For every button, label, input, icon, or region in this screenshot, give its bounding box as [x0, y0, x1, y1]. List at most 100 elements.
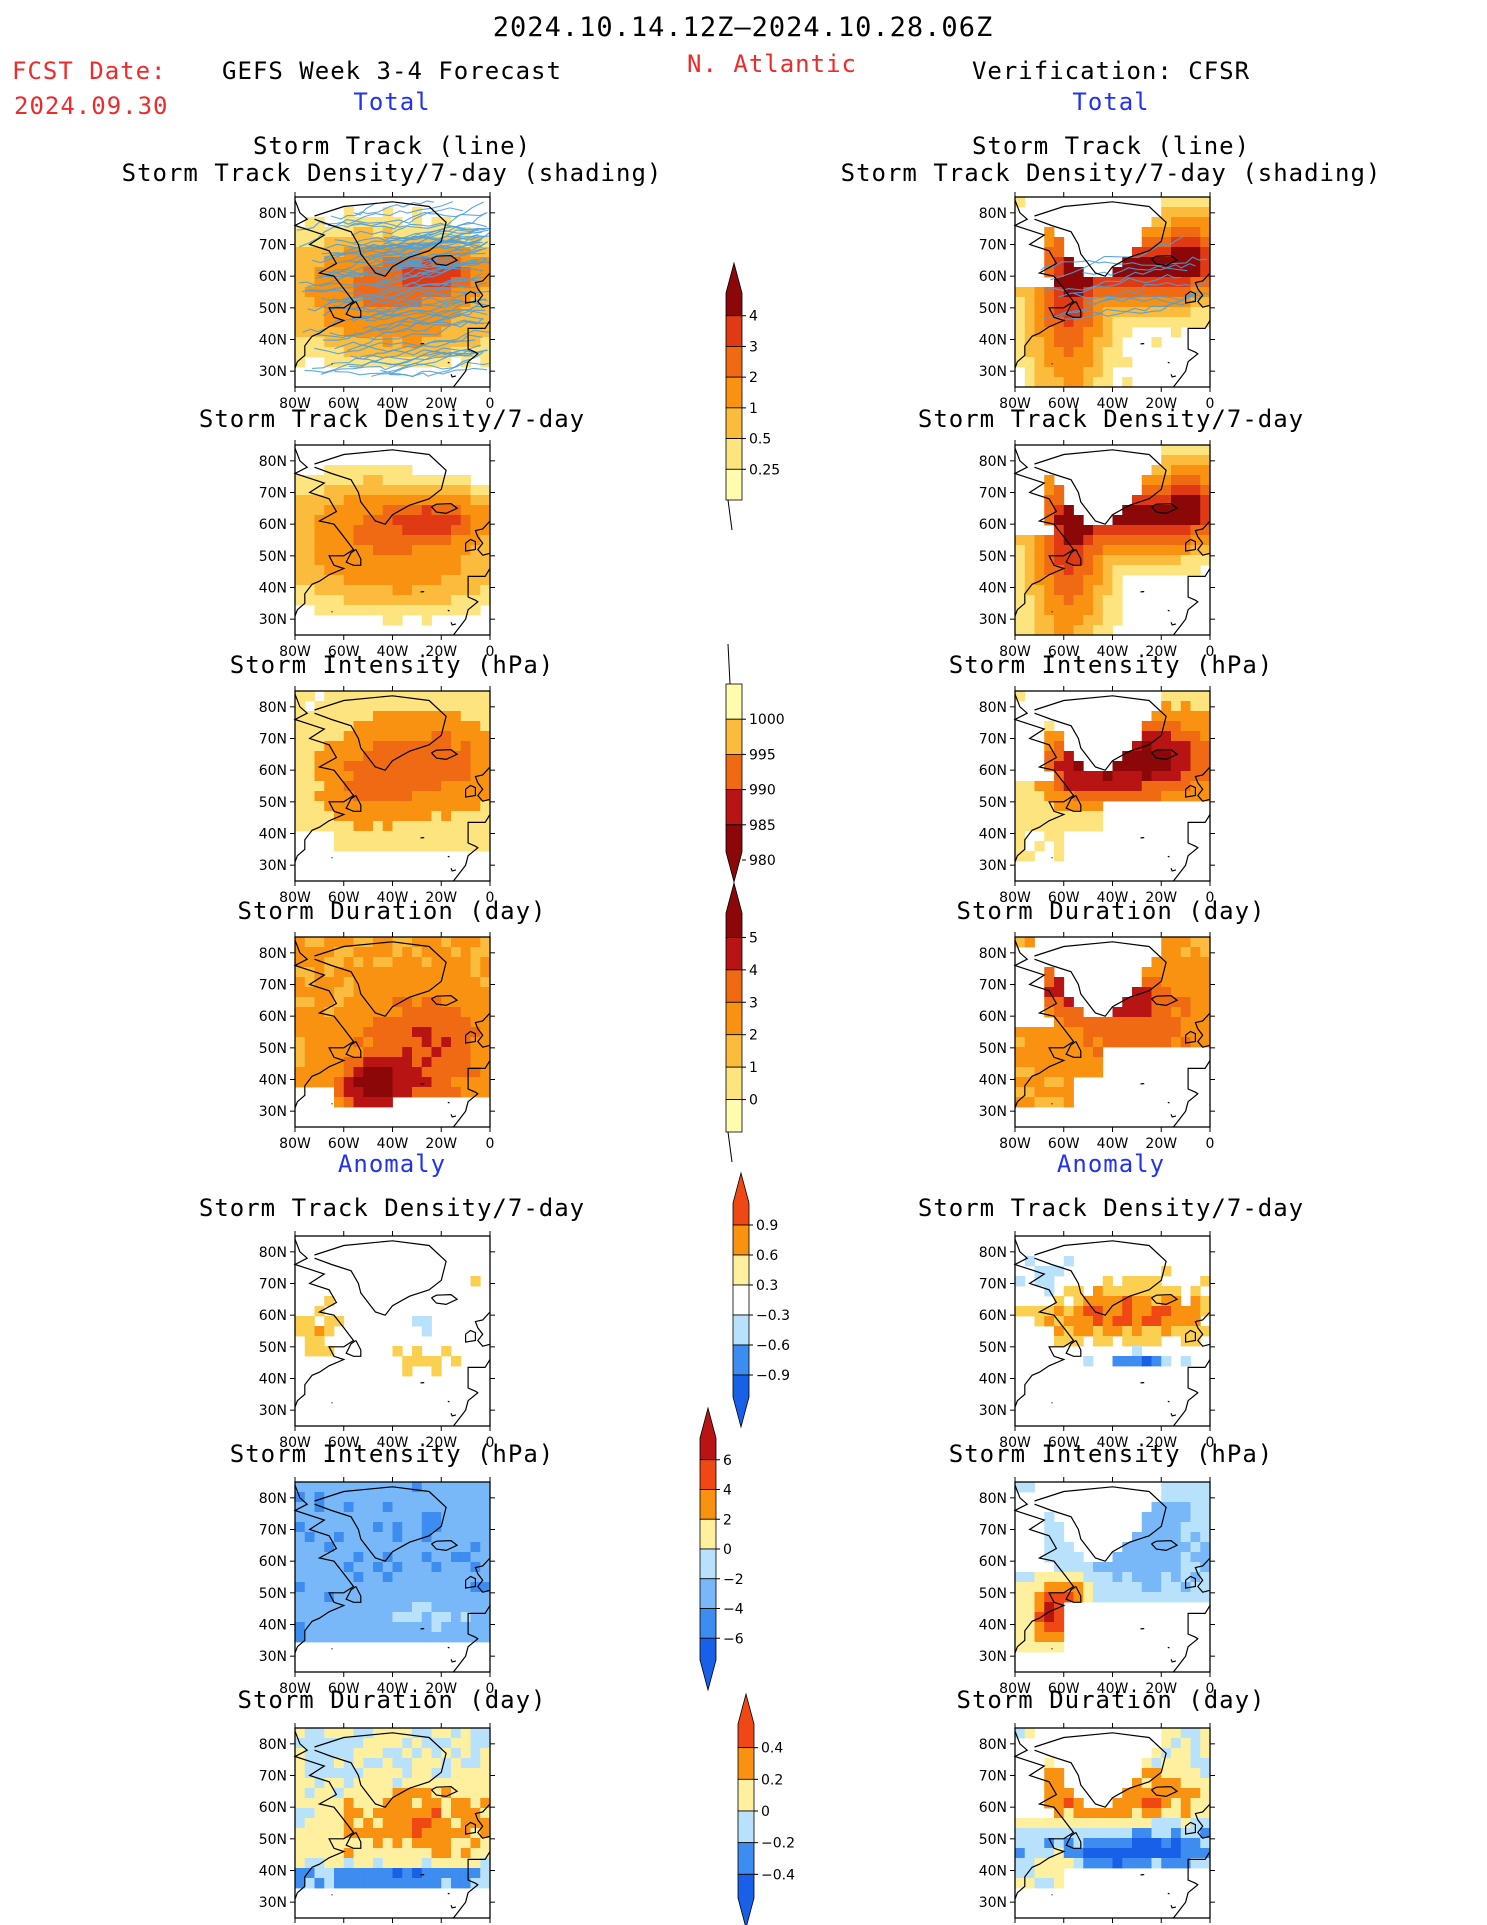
grid-cell: [363, 595, 374, 606]
iceland-coastline: [1151, 1293, 1179, 1306]
grid-cell: [324, 1047, 335, 1058]
grid-cell: [1132, 1306, 1143, 1317]
grid-cell: [480, 1858, 491, 1869]
grid-cell: [1054, 297, 1065, 308]
grid-cell: [1044, 1007, 1055, 1018]
grid-cell: [1015, 535, 1026, 546]
grid-cell: [421, 1808, 432, 1819]
grid-cell: [314, 277, 325, 288]
madeira: [447, 1101, 450, 1104]
grid-cell: [451, 967, 462, 978]
grid-cell: [343, 1582, 354, 1593]
grid-cell: [1054, 731, 1065, 742]
grid-cell: [392, 1502, 403, 1513]
grid-cell: [1171, 525, 1182, 536]
grid-cell: [314, 1828, 325, 1839]
grid-cell: [441, 1818, 452, 1829]
grid-cell: [392, 1542, 403, 1553]
grid-cell: [1083, 1306, 1094, 1317]
grid-cell: [470, 1838, 481, 1849]
grid-cell: [441, 1858, 452, 1869]
grid-cell: [343, 515, 354, 526]
grid-cell: [1102, 1296, 1113, 1307]
grid-cell: [304, 1502, 315, 1513]
lon-label: 80W: [999, 1435, 1031, 1451]
grid-cell: [480, 1778, 491, 1789]
grid-cell: [1161, 781, 1172, 792]
grid-cell: [392, 1818, 403, 1829]
grid-cell: [1190, 791, 1201, 802]
grid-cell: [295, 1728, 306, 1739]
grid-cell: [343, 535, 354, 546]
grid-cell: [1141, 257, 1152, 268]
grid-cell: [363, 1087, 374, 1098]
grid-cell: [353, 1632, 364, 1643]
grid-cell: [314, 585, 325, 596]
lon-label: 0: [486, 1435, 495, 1451]
grid-cell: [1083, 347, 1094, 358]
grid-cell: [412, 1868, 423, 1879]
grid-cell: [382, 1077, 393, 1088]
grid-cell: [431, 977, 442, 988]
grid-cell: [295, 247, 306, 258]
grid-cell: [1083, 297, 1094, 308]
grid-cell: [363, 1067, 374, 1078]
grid-cell: [1171, 485, 1182, 496]
grid-cell: [1190, 1818, 1201, 1829]
grid-cell: [392, 505, 403, 516]
grid-cell: [1122, 1838, 1133, 1849]
grid-cell: [441, 267, 452, 278]
colorbar-label: 990: [749, 783, 776, 799]
grid-cell: [363, 1612, 374, 1623]
greenland-coastline: [314, 201, 447, 277]
colorbar-segment: [732, 1254, 750, 1286]
grid-cell: [343, 1768, 354, 1779]
colorbar-segment: [725, 407, 743, 439]
canary-islands: [1170, 1905, 1177, 1909]
grid-cell: [431, 475, 442, 486]
grid-cell: [382, 1522, 393, 1533]
grid-cell: [392, 731, 403, 742]
grid-cell: [412, 585, 423, 596]
grid-cell: [392, 495, 403, 506]
colorbar-label: 985: [749, 818, 776, 834]
grid-cell: [480, 347, 491, 358]
lat-label: 30N: [259, 1895, 287, 1911]
grid-cell: [1161, 967, 1172, 978]
grid-cell: [1054, 327, 1065, 338]
grid-cell: [441, 1632, 452, 1643]
grid-cell: [451, 1582, 462, 1593]
grid-cell: [1054, 377, 1065, 388]
grid-cell: [431, 831, 442, 842]
grid-cell: [314, 1838, 325, 1849]
grid-cell: [1132, 1838, 1143, 1849]
grid-cell: [1151, 267, 1162, 278]
grid-cell: [324, 1482, 335, 1493]
grid-cell: [363, 495, 374, 506]
grid-cell: [1180, 997, 1191, 1008]
grid-cell: [460, 565, 471, 576]
grid-cell: [334, 1778, 345, 1789]
grid-cell: [412, 1316, 423, 1327]
grid-cell: [412, 1828, 423, 1839]
grid-cell: [343, 701, 354, 712]
grid-cell: [421, 1562, 432, 1573]
grid-cell: [304, 1758, 315, 1769]
grid-cell: [451, 1768, 462, 1779]
grid-cell: [304, 1788, 315, 1799]
grid-cell: [1093, 1838, 1104, 1849]
grid-cell: [421, 555, 432, 566]
grid-cell: [431, 1602, 442, 1613]
colorbar-segment: [725, 754, 743, 791]
grid-cell: [1180, 247, 1191, 258]
lat-label: 30N: [259, 1104, 287, 1120]
grid-cell: [373, 575, 384, 586]
grid-cell: [412, 791, 423, 802]
grid-cell: [480, 277, 491, 288]
grid-cell: [373, 1612, 384, 1623]
grid-cell: [343, 585, 354, 596]
grid-cell: [1063, 535, 1074, 546]
grid-cell: [1171, 247, 1182, 258]
lat-label: 70N: [259, 1769, 287, 1785]
grid-cell: [363, 1878, 374, 1889]
